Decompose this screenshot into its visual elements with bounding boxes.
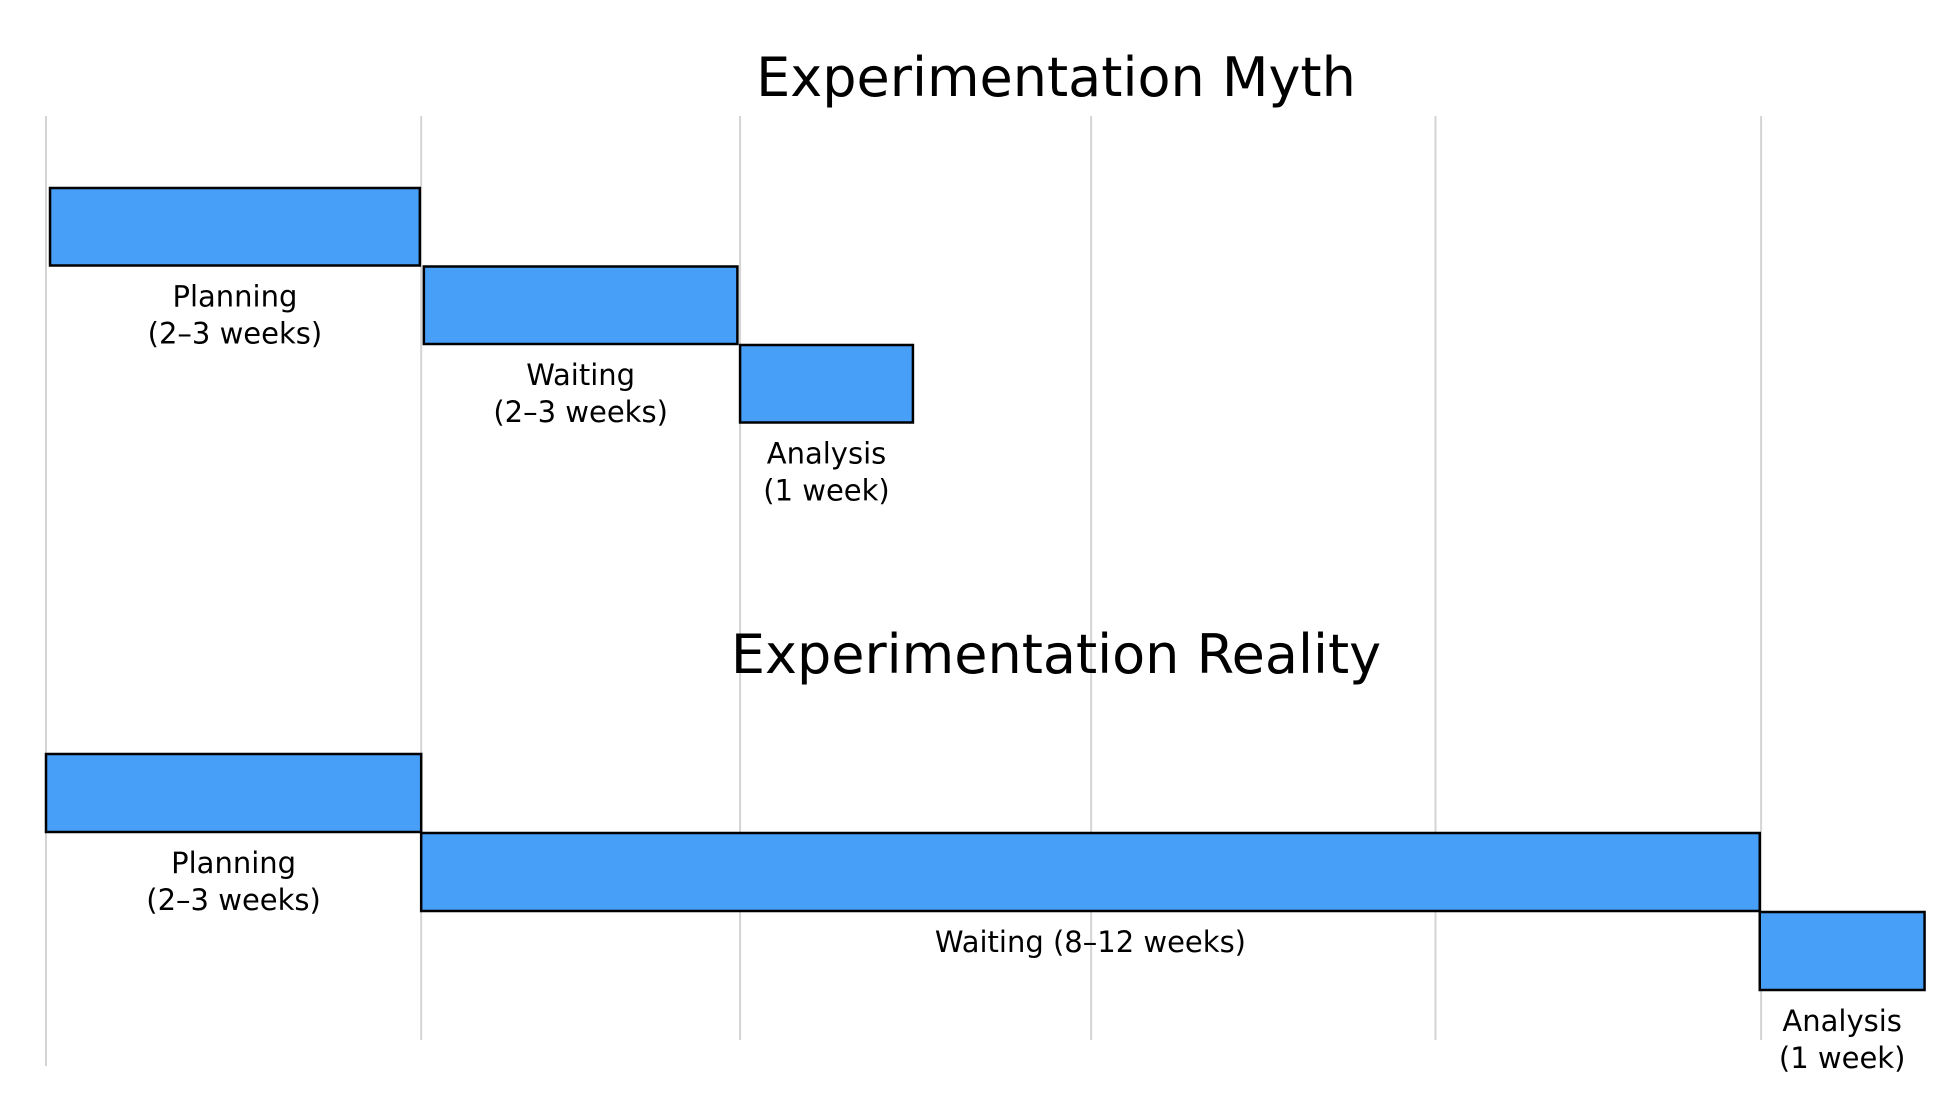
task-label: Planning bbox=[172, 280, 297, 314]
task-label: (1 week) bbox=[1779, 1041, 1906, 1075]
task-label: Analysis bbox=[1782, 1004, 1901, 1038]
task-bar bbox=[48, 186, 422, 267]
task-label: (1 week) bbox=[763, 474, 890, 508]
task-label: Waiting (8–12 weeks) bbox=[935, 925, 1246, 959]
chart-title: Experimentation Myth bbox=[756, 46, 1356, 109]
task-label: Analysis bbox=[767, 437, 886, 471]
task-bar bbox=[419, 831, 1762, 913]
task-bar bbox=[422, 265, 739, 346]
task-label: Planning bbox=[171, 846, 296, 880]
task-label: (2–3 weeks) bbox=[148, 317, 323, 351]
chart-title: Experimentation Reality bbox=[731, 623, 1381, 686]
task-bar bbox=[738, 343, 915, 424]
task-label: (2–3 weeks) bbox=[493, 395, 668, 429]
task-bar bbox=[44, 752, 423, 834]
task-bar bbox=[1758, 910, 1926, 992]
task-label: Waiting bbox=[526, 358, 635, 392]
task-label: (2–3 weeks) bbox=[146, 883, 321, 917]
